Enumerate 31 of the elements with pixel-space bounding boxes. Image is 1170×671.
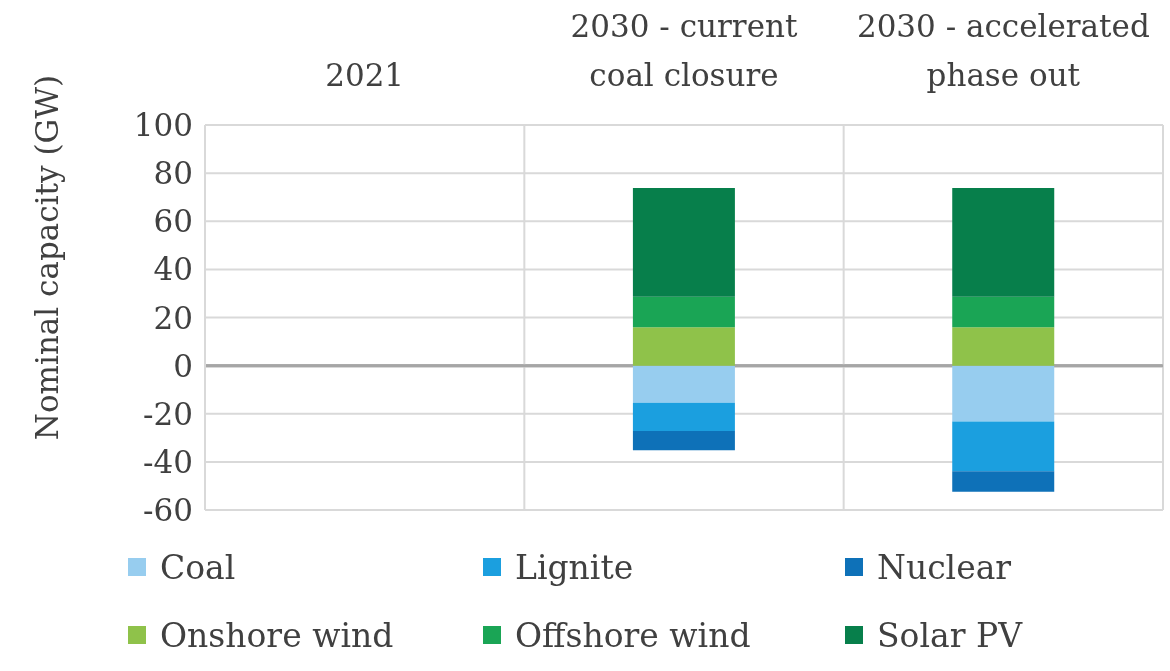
y-tick-label: 60 xyxy=(153,203,193,240)
bar xyxy=(952,327,1055,366)
legend-label: Onshore wind xyxy=(160,615,394,655)
bar xyxy=(632,296,735,328)
bar xyxy=(952,365,1055,422)
y-axis-title: Nominal capacity (GW) xyxy=(29,74,65,441)
bar xyxy=(952,188,1055,297)
y-tick-label: 20 xyxy=(153,299,193,336)
y-tick-label: 40 xyxy=(153,251,193,288)
bar xyxy=(632,188,735,297)
legend-label: Solar PV xyxy=(877,615,1023,655)
bar xyxy=(952,296,1055,328)
bar xyxy=(632,327,735,366)
y-tick-label: 80 xyxy=(153,155,193,192)
y-tick-label: -60 xyxy=(143,492,193,529)
y-tick-label: -20 xyxy=(143,395,193,432)
legend-label: Lignite xyxy=(515,547,634,587)
bar xyxy=(632,431,735,451)
x-tick-label: 2030 - accelerated phase out xyxy=(856,8,1150,93)
legend-label: Coal xyxy=(160,547,236,587)
y-tick-label: -40 xyxy=(143,443,193,480)
legend-label: Nuclear xyxy=(877,547,1012,587)
legend-label: Offshore wind xyxy=(515,615,751,655)
y-tick-label: 100 xyxy=(133,107,193,144)
bar xyxy=(952,471,1055,492)
bar xyxy=(632,365,735,403)
bar xyxy=(632,402,735,432)
bar xyxy=(952,421,1055,472)
x-tick-label: 2021 xyxy=(325,57,405,93)
y-tick-label: 0 xyxy=(173,347,193,384)
x-tick-label: 2030 - current coal closure xyxy=(570,8,798,93)
